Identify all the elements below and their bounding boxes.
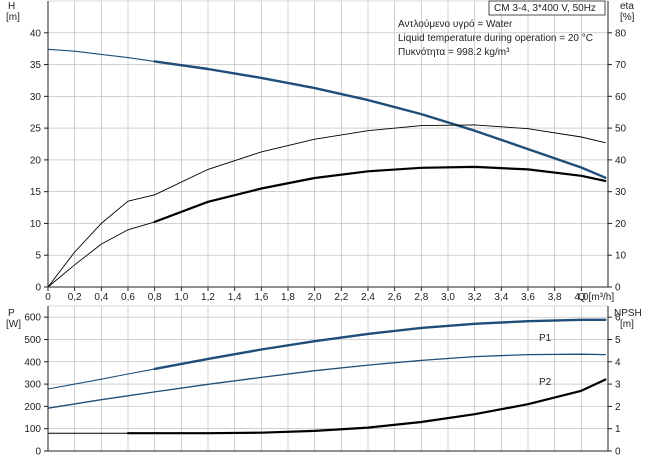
bottom-left-tick-label: 600 [24, 313, 41, 324]
x-tick-label: 2,2 [334, 292, 348, 303]
top-right-tick-label: 0 [615, 283, 621, 294]
bottom-left-axis-unit: [W] [6, 319, 21, 330]
bottom-left-tick-label: 400 [24, 357, 41, 368]
x-tick-label: 0,8 [148, 292, 162, 303]
top-right-axis-unit: [%] [620, 12, 635, 23]
info-box [488, 0, 606, 16]
top-right-tick-label: 80 [615, 28, 627, 39]
bottom-right-axis-title: NPSH [614, 308, 642, 319]
bottom-left-tick-label: 100 [24, 424, 41, 435]
bottom-left-axis-title: P [8, 308, 15, 319]
x-tick-label: 2,8 [414, 292, 428, 303]
top-left-tick-label: 10 [30, 219, 42, 230]
top-right-axis-title: eta [620, 1, 634, 12]
bottom-left-tick-label: 0 [35, 447, 41, 458]
x-tick-label: 3,4 [494, 292, 508, 303]
top-left-tick-label: 40 [30, 28, 42, 39]
top-left-tick-label: 5 [35, 251, 41, 262]
top-left-tick-label: 30 [30, 92, 42, 103]
bottom-left-tick-label: 300 [24, 380, 41, 391]
bottom-right-tick-label: 1 [615, 424, 621, 435]
top-left-tick-label: 20 [30, 155, 42, 166]
top-left-axis-unit: [m] [6, 12, 20, 23]
bottom-left-tick-label: 200 [24, 402, 41, 413]
info-box-text: CM 3-4, 3*400 V, 50Hz [494, 3, 596, 14]
x-tick-label: 0 [45, 292, 51, 303]
top-left-tick-label: 0 [35, 283, 41, 294]
bottom-right-tick-label: 3 [615, 380, 621, 391]
x-tick-label: 1,6 [254, 292, 268, 303]
x-tick-label: 1,2 [201, 292, 215, 303]
x-tick-label: 1,4 [228, 292, 242, 303]
bottom-right-tick-label: 0 [615, 447, 621, 458]
series-label-p2: P2 [539, 377, 552, 388]
bottom-chart-series [47, 318, 607, 435]
bottom-series-line-2 [47, 353, 606, 409]
x-tick-label: 3,6 [521, 292, 535, 303]
top-chart-series [47, 48, 607, 288]
bottom-series-line-1 [153, 318, 607, 371]
note-density: Πυκνότητα = 998.2 kg/m³ [398, 46, 510, 58]
x-tick-label: 1,0 [174, 292, 188, 303]
bottom-right-tick-label: 4 [615, 357, 621, 368]
x-tick-label: 0,2 [68, 292, 82, 303]
x-tick-label: 3,2 [468, 292, 482, 303]
top-series-line-3 [47, 221, 156, 288]
top-right-tick-label: 30 [615, 187, 627, 198]
x-tick-label: 2,0 [308, 292, 322, 303]
series-label-p1: P1 [539, 333, 552, 344]
bottom-series-line-0 [47, 368, 156, 390]
top-left-axis-title: H [8, 1, 15, 12]
top-x-axis-label: Q [m³/h] [578, 292, 614, 303]
top-chart-axes: 0 5 10 15 20 25 30 35 40 0 10 20 30 40 50 60 70 80 0 0,2 0,4… [30, 1, 627, 303]
bottom-right-tick-label: 5 [615, 335, 621, 346]
bottom-chart-axes: 0 100 200 300 400 500 600 0 1 2 3 4 5 6 [24, 306, 621, 458]
x-tick-label: 3,0 [441, 292, 455, 303]
top-series-line-4 [153, 165, 607, 223]
x-tick-label: 4,0 [574, 292, 588, 303]
x-tick-label: 0,6 [121, 292, 135, 303]
note-liquid: Αντλούμενο υγρό = Water [398, 18, 513, 30]
top-right-tick-label: 20 [615, 219, 627, 230]
top-right-tick-label: 60 [615, 92, 627, 103]
x-tick-label: 2,6 [388, 292, 402, 303]
top-series-line-2 [47, 124, 606, 288]
top-series-line-1 [153, 60, 607, 179]
bottom-series-line-4 [126, 378, 607, 435]
bottom-left-tick-label: 500 [24, 335, 41, 346]
x-tick-label: 1,8 [281, 292, 295, 303]
x-tick-label: 2,4 [361, 292, 375, 303]
top-right-tick-label: 10 [615, 251, 627, 262]
top-left-tick-label: 35 [30, 60, 42, 71]
top-left-tick-label: 25 [30, 124, 42, 135]
x-tick-label: 3,8 [548, 292, 562, 303]
bottom-right-tick-label: 2 [615, 402, 621, 413]
bottom-right-axis-unit: [m] [620, 319, 634, 330]
x-tick-label: 0,4 [94, 292, 108, 303]
bottom-right-tick-label: 6 [615, 313, 621, 324]
top-right-tick-label: 40 [615, 155, 627, 166]
top-right-tick-label: 50 [615, 124, 627, 135]
top-right-tick-label: 70 [615, 60, 627, 71]
top-left-tick-label: 15 [30, 187, 42, 198]
note-temperature: Liquid temperature during operation = 20… [398, 33, 593, 44]
top-series-line-0 [47, 48, 156, 62]
